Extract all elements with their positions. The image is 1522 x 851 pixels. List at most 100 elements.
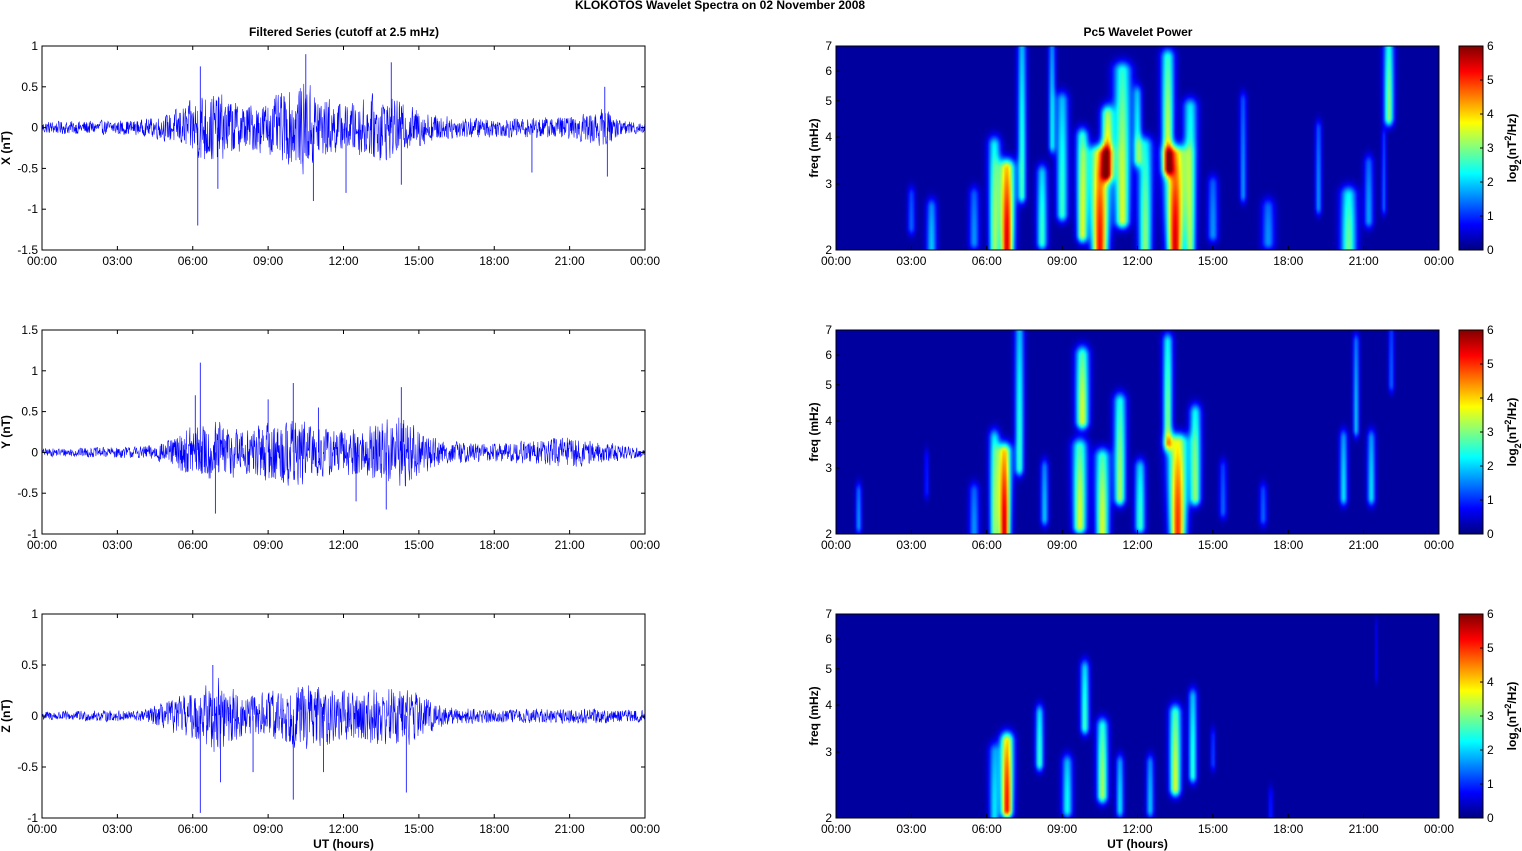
x-tick-label: 06:00 (972, 254, 1002, 268)
x-tick-label: 06:00 (178, 254, 208, 268)
y-tick-label: 6 (825, 632, 832, 646)
y-axis-label: freq (mHz) (807, 402, 821, 461)
x-tick-label: 03:00 (102, 538, 132, 552)
x-tick-label: 00:00 (27, 822, 57, 836)
y-tick-label: 4 (825, 698, 832, 712)
x-tick-label: 15:00 (1198, 538, 1228, 552)
line-panel-x: 10.50-0.5-1-1.500:00 03:00 06:00 09:00 12:00… (0, 39, 660, 268)
y-axis-label: Z (nT) (0, 699, 13, 732)
x-tick-label: 12:00 (1122, 822, 1152, 836)
x-tick-label: 00:00 (27, 254, 57, 268)
colorbar-label: log2(nT2/Hz) (1503, 114, 1522, 183)
y-tick-label: 5 (825, 378, 832, 392)
x-tick-label: 21:00 (555, 822, 585, 836)
x-tick-label: 09:00 (253, 822, 283, 836)
x-tick-label: 00:00 (1424, 538, 1454, 552)
y-tick-label: 0 (31, 121, 38, 135)
colorbar-tick-label: 6 (1487, 323, 1494, 337)
y-tick-label: 6 (825, 64, 832, 78)
y-tick-label: 0.5 (21, 80, 38, 94)
y-tick-label: -1 (27, 527, 38, 541)
y-tick-label: -1 (27, 202, 38, 216)
axes-box (41, 329, 646, 535)
y-tick-label: 0 (31, 445, 38, 459)
y-axis-label: X (nT) (0, 131, 13, 165)
colorbar-tick-label: 5 (1487, 73, 1494, 87)
colorbar-tick-label: 5 (1487, 357, 1494, 371)
x-tick-label: 00:00 (821, 538, 851, 552)
y-tick-label: -1 (27, 811, 38, 825)
colorbar-tick-label: 3 (1487, 709, 1494, 723)
y-tick-label: 7 (825, 607, 832, 621)
x-tick-label: 00:00 (821, 822, 851, 836)
x-tick-label: 00:00 (821, 254, 851, 268)
x-tick-label: 09:00 (253, 254, 283, 268)
colorbar-tick-label: 4 (1487, 107, 1494, 121)
x-tick-label: 21:00 (1349, 822, 1379, 836)
y-tick-label: 4 (825, 414, 832, 428)
y-tick-label: 3 (825, 461, 832, 475)
line-panel-z: 10.50-0.5-100:00 03:00 06:00 09:00 12:00 15:0… (0, 607, 660, 851)
panels: 10.50-0.5-1-1.500:00 03:00 06:00 09:00 12:00… (0, 39, 1522, 851)
colorbar-label: log2(nT2/Hz) (1503, 398, 1522, 467)
colorbar-tick-label: 6 (1487, 607, 1494, 621)
x-axis-label: UT (hours) (1107, 837, 1168, 851)
y-tick-label: 2 (825, 243, 832, 257)
x-tick-label: 18:00 (1273, 254, 1303, 268)
y-tick-label: 7 (825, 39, 832, 53)
x-tick-label: 12:00 (328, 538, 358, 552)
x-tick-label: 15:00 (1198, 822, 1228, 836)
x-tick-label: 09:00 (253, 538, 283, 552)
wavelet-power-image (836, 46, 1439, 250)
colorbar: 6 5 4 3 2 1 0 log2(nT2/Hz) (1458, 39, 1522, 257)
colorbar-tick-label: 4 (1487, 675, 1494, 689)
colorbar-label: log2(nT2/Hz) (1503, 682, 1522, 751)
x-tick-label: 12:00 (1122, 254, 1152, 268)
x-tick-label: 00:00 (1424, 254, 1454, 268)
x-tick-label: 15:00 (404, 822, 434, 836)
x-tick-label: 18:00 (1273, 822, 1303, 836)
x-tick-label: 21:00 (555, 538, 585, 552)
x-tick-label: 03:00 (102, 254, 132, 268)
x-tick-label: 06:00 (178, 822, 208, 836)
x-tick-label: 09:00 (1047, 254, 1077, 268)
wavelet-power-image (836, 614, 1439, 818)
y-axis-label: freq (mHz) (807, 686, 821, 745)
colorbar-gradient (1458, 329, 1484, 535)
y-tick-label: 2 (825, 527, 832, 541)
figure-title: KLOKOTOS Wavelet Spectra on 02 November … (575, 0, 865, 12)
right-column-title: Pc5 Wavelet Power (1084, 25, 1193, 39)
x-tick-label: 03:00 (896, 538, 926, 552)
y-axis-label: freq (mHz) (807, 118, 821, 177)
y-tick-label: 4 (825, 130, 832, 144)
colorbar-tick-label: 1 (1487, 493, 1494, 507)
x-tick-label: 09:00 (1047, 538, 1077, 552)
y-tick-label: 3 (825, 745, 832, 759)
colorbar-tick-label: 3 (1487, 425, 1494, 439)
y-tick-label: 5 (825, 662, 832, 676)
colorbar-tick-label: 2 (1487, 175, 1494, 189)
x-tick-label: 15:00 (404, 254, 434, 268)
y-axis-label: Y (nT) (0, 415, 13, 449)
x-tick-label: 15:00 (404, 538, 434, 552)
x-tick-label: 15:00 (1198, 254, 1228, 268)
y-tick-label: 3 (825, 177, 832, 191)
colorbar-tick-label: 3 (1487, 141, 1494, 155)
colorbar-tick-label: 1 (1487, 777, 1494, 791)
colorbar: 6 5 4 3 2 1 0 log2(nT2/Hz) (1458, 607, 1522, 825)
wavelet-power-image (836, 330, 1439, 534)
x-tick-label: 12:00 (328, 254, 358, 268)
line-panel-y: 1.510.50-0.5-100:00 03:00 06:00 09:00 12:00 1… (0, 323, 660, 552)
colorbar-gradient (1458, 45, 1484, 251)
x-tick-label: 03:00 (896, 254, 926, 268)
x-tick-label: 06:00 (972, 538, 1002, 552)
y-tick-label: -0.5 (17, 161, 38, 175)
y-tick-label: 0.5 (21, 658, 38, 672)
x-axis-label: UT (hours) (313, 837, 374, 851)
x-tick-label: 21:00 (1349, 538, 1379, 552)
colorbar-tick-label: 6 (1487, 39, 1494, 53)
x-tick-label: 12:00 (328, 822, 358, 836)
x-tick-label: 00:00 (630, 538, 660, 552)
